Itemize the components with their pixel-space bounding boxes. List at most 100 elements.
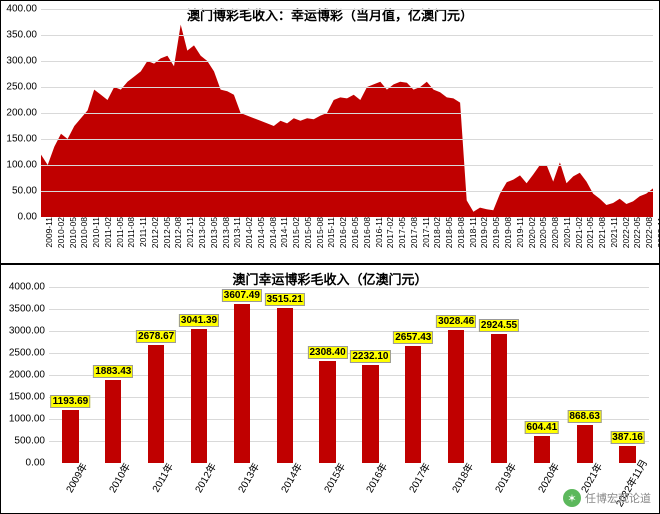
x-tick-label: 2019-05	[491, 217, 501, 248]
y-tick-label: 50.00	[12, 186, 37, 197]
bottom-x-axis: 2009年2010年2011年2012年2013年2014年2015年2016年…	[49, 461, 649, 513]
x-tick-label: 2019-02	[479, 217, 489, 248]
y-tick-label: 2000.00	[9, 370, 45, 381]
grid-line	[49, 419, 649, 420]
x-tick-label: 2018-02	[432, 217, 442, 248]
grid-line	[49, 353, 649, 354]
x-tick-label: 2015-02	[291, 217, 301, 248]
x-tick-label: 2012年	[190, 459, 219, 494]
x-tick-label: 2010-02	[56, 217, 66, 248]
x-tick-label: 2022-02	[621, 217, 631, 248]
bar-value-label: 387.16	[610, 431, 645, 444]
grid-line	[49, 397, 649, 398]
y-tick-label: 1500.00	[9, 392, 45, 403]
bar	[62, 410, 78, 463]
grid-line	[41, 113, 653, 114]
y-tick-label: 200.00	[6, 108, 37, 119]
x-tick-label: 2016年	[362, 459, 391, 494]
y-tick-label: 3500.00	[9, 304, 45, 315]
x-tick-label: 2009年	[62, 459, 91, 494]
x-tick-label: 2021-02	[574, 217, 584, 248]
x-tick-label: 2020-11	[562, 217, 572, 248]
x-tick-label: 2014-05	[256, 217, 266, 248]
grid-line	[41, 87, 653, 88]
x-tick-label: 2015年	[319, 459, 348, 494]
y-tick-label: 300.00	[6, 56, 37, 67]
x-tick-label: 2022-08	[644, 217, 654, 248]
x-tick-label: 2017-05	[397, 217, 407, 248]
bar	[405, 346, 421, 463]
bar-value-label: 868.63	[567, 410, 602, 423]
x-tick-label: 2019-11	[515, 217, 525, 248]
top-x-axis: 2009-112010-022010-052010-082010-112011-…	[41, 215, 653, 263]
x-tick-label: 2013-02	[197, 217, 207, 248]
x-tick-label: 2016-08	[362, 217, 372, 248]
bar-value-label: 3607.49	[222, 289, 262, 302]
bar	[319, 361, 335, 463]
x-tick-label: 2011-08	[126, 217, 136, 248]
grid-line	[41, 191, 653, 192]
area-series	[41, 25, 653, 217]
x-tick-label: 2017年	[404, 459, 433, 494]
grid-line	[41, 35, 653, 36]
x-tick-label: 2020年	[533, 459, 562, 494]
top-y-axis: 0.0050.00100.00150.00200.00250.00300.003…	[1, 9, 41, 217]
x-tick-label: 2010-05	[68, 217, 78, 248]
bar	[577, 425, 593, 463]
x-tick-label: 2014-02	[244, 217, 254, 248]
x-tick-label: 2013-08	[221, 217, 231, 248]
x-tick-label: 2020-02	[527, 217, 537, 248]
x-tick-label: 2018-11	[468, 217, 478, 248]
x-tick-label: 2013-11	[232, 217, 242, 248]
bar-value-label: 2657.43	[393, 331, 433, 344]
bar-value-label: 2678.67	[136, 330, 176, 343]
x-tick-label: 2015-05	[303, 217, 313, 248]
grid-line	[41, 9, 653, 10]
x-tick-label: 2021-05	[585, 217, 595, 248]
x-tick-label: 2010年	[104, 459, 133, 494]
x-tick-label: 2012-11	[185, 217, 195, 248]
x-tick-label: 2022-11	[656, 217, 660, 248]
bar-value-label: 2232.10	[350, 350, 390, 363]
grid-line	[41, 165, 653, 166]
x-tick-label: 2012-08	[173, 217, 183, 248]
x-tick-label: 2022-05	[632, 217, 642, 248]
bar-value-label: 1193.69	[51, 395, 91, 408]
annual-revenue-chart: 澳门幸运博彩毛收入（亿澳门元） 1193.691883.432678.67304…	[0, 264, 660, 514]
x-tick-label: 2016-05	[350, 217, 360, 248]
y-tick-label: 4000.00	[9, 282, 45, 293]
y-tick-label: 3000.00	[9, 326, 45, 337]
x-tick-label: 2018-08	[456, 217, 466, 248]
bar	[234, 304, 250, 463]
x-tick-label: 2019年	[490, 459, 519, 494]
grid-line	[41, 139, 653, 140]
bar-value-label: 3515.21	[265, 293, 305, 306]
x-tick-label: 2013年	[233, 459, 262, 494]
x-tick-label: 2018年	[447, 459, 476, 494]
bar	[491, 334, 507, 463]
x-tick-label: 2009-11	[44, 217, 54, 248]
bottom-plot-area: 1193.691883.432678.673041.393607.493515.…	[49, 287, 649, 463]
x-tick-label: 2015-08	[315, 217, 325, 248]
grid-line	[49, 441, 649, 442]
x-tick-label: 2011-05	[115, 217, 125, 248]
bar	[105, 380, 121, 463]
bar-value-label: 604.41	[525, 421, 560, 434]
y-tick-label: 150.00	[6, 134, 37, 145]
y-tick-label: 0.00	[18, 212, 37, 223]
watermark: ✶ 任博宏观论道	[563, 489, 651, 507]
bar	[448, 330, 464, 463]
grid-line	[49, 375, 649, 376]
y-tick-label: 250.00	[6, 82, 37, 93]
x-tick-label: 2020-05	[538, 217, 548, 248]
bar	[534, 436, 550, 463]
x-tick-label: 2021-08	[597, 217, 607, 248]
chart-title-bottom: 澳门幸运博彩毛收入（亿澳门元）	[1, 269, 659, 288]
y-tick-label: 400.00	[6, 4, 37, 15]
grid-line	[49, 287, 649, 288]
x-tick-label: 2014-11	[279, 217, 289, 248]
x-tick-label: 2011-02	[103, 217, 113, 248]
x-tick-label: 2020-08	[550, 217, 560, 248]
y-tick-label: 100.00	[6, 160, 37, 171]
grid-line	[41, 61, 653, 62]
